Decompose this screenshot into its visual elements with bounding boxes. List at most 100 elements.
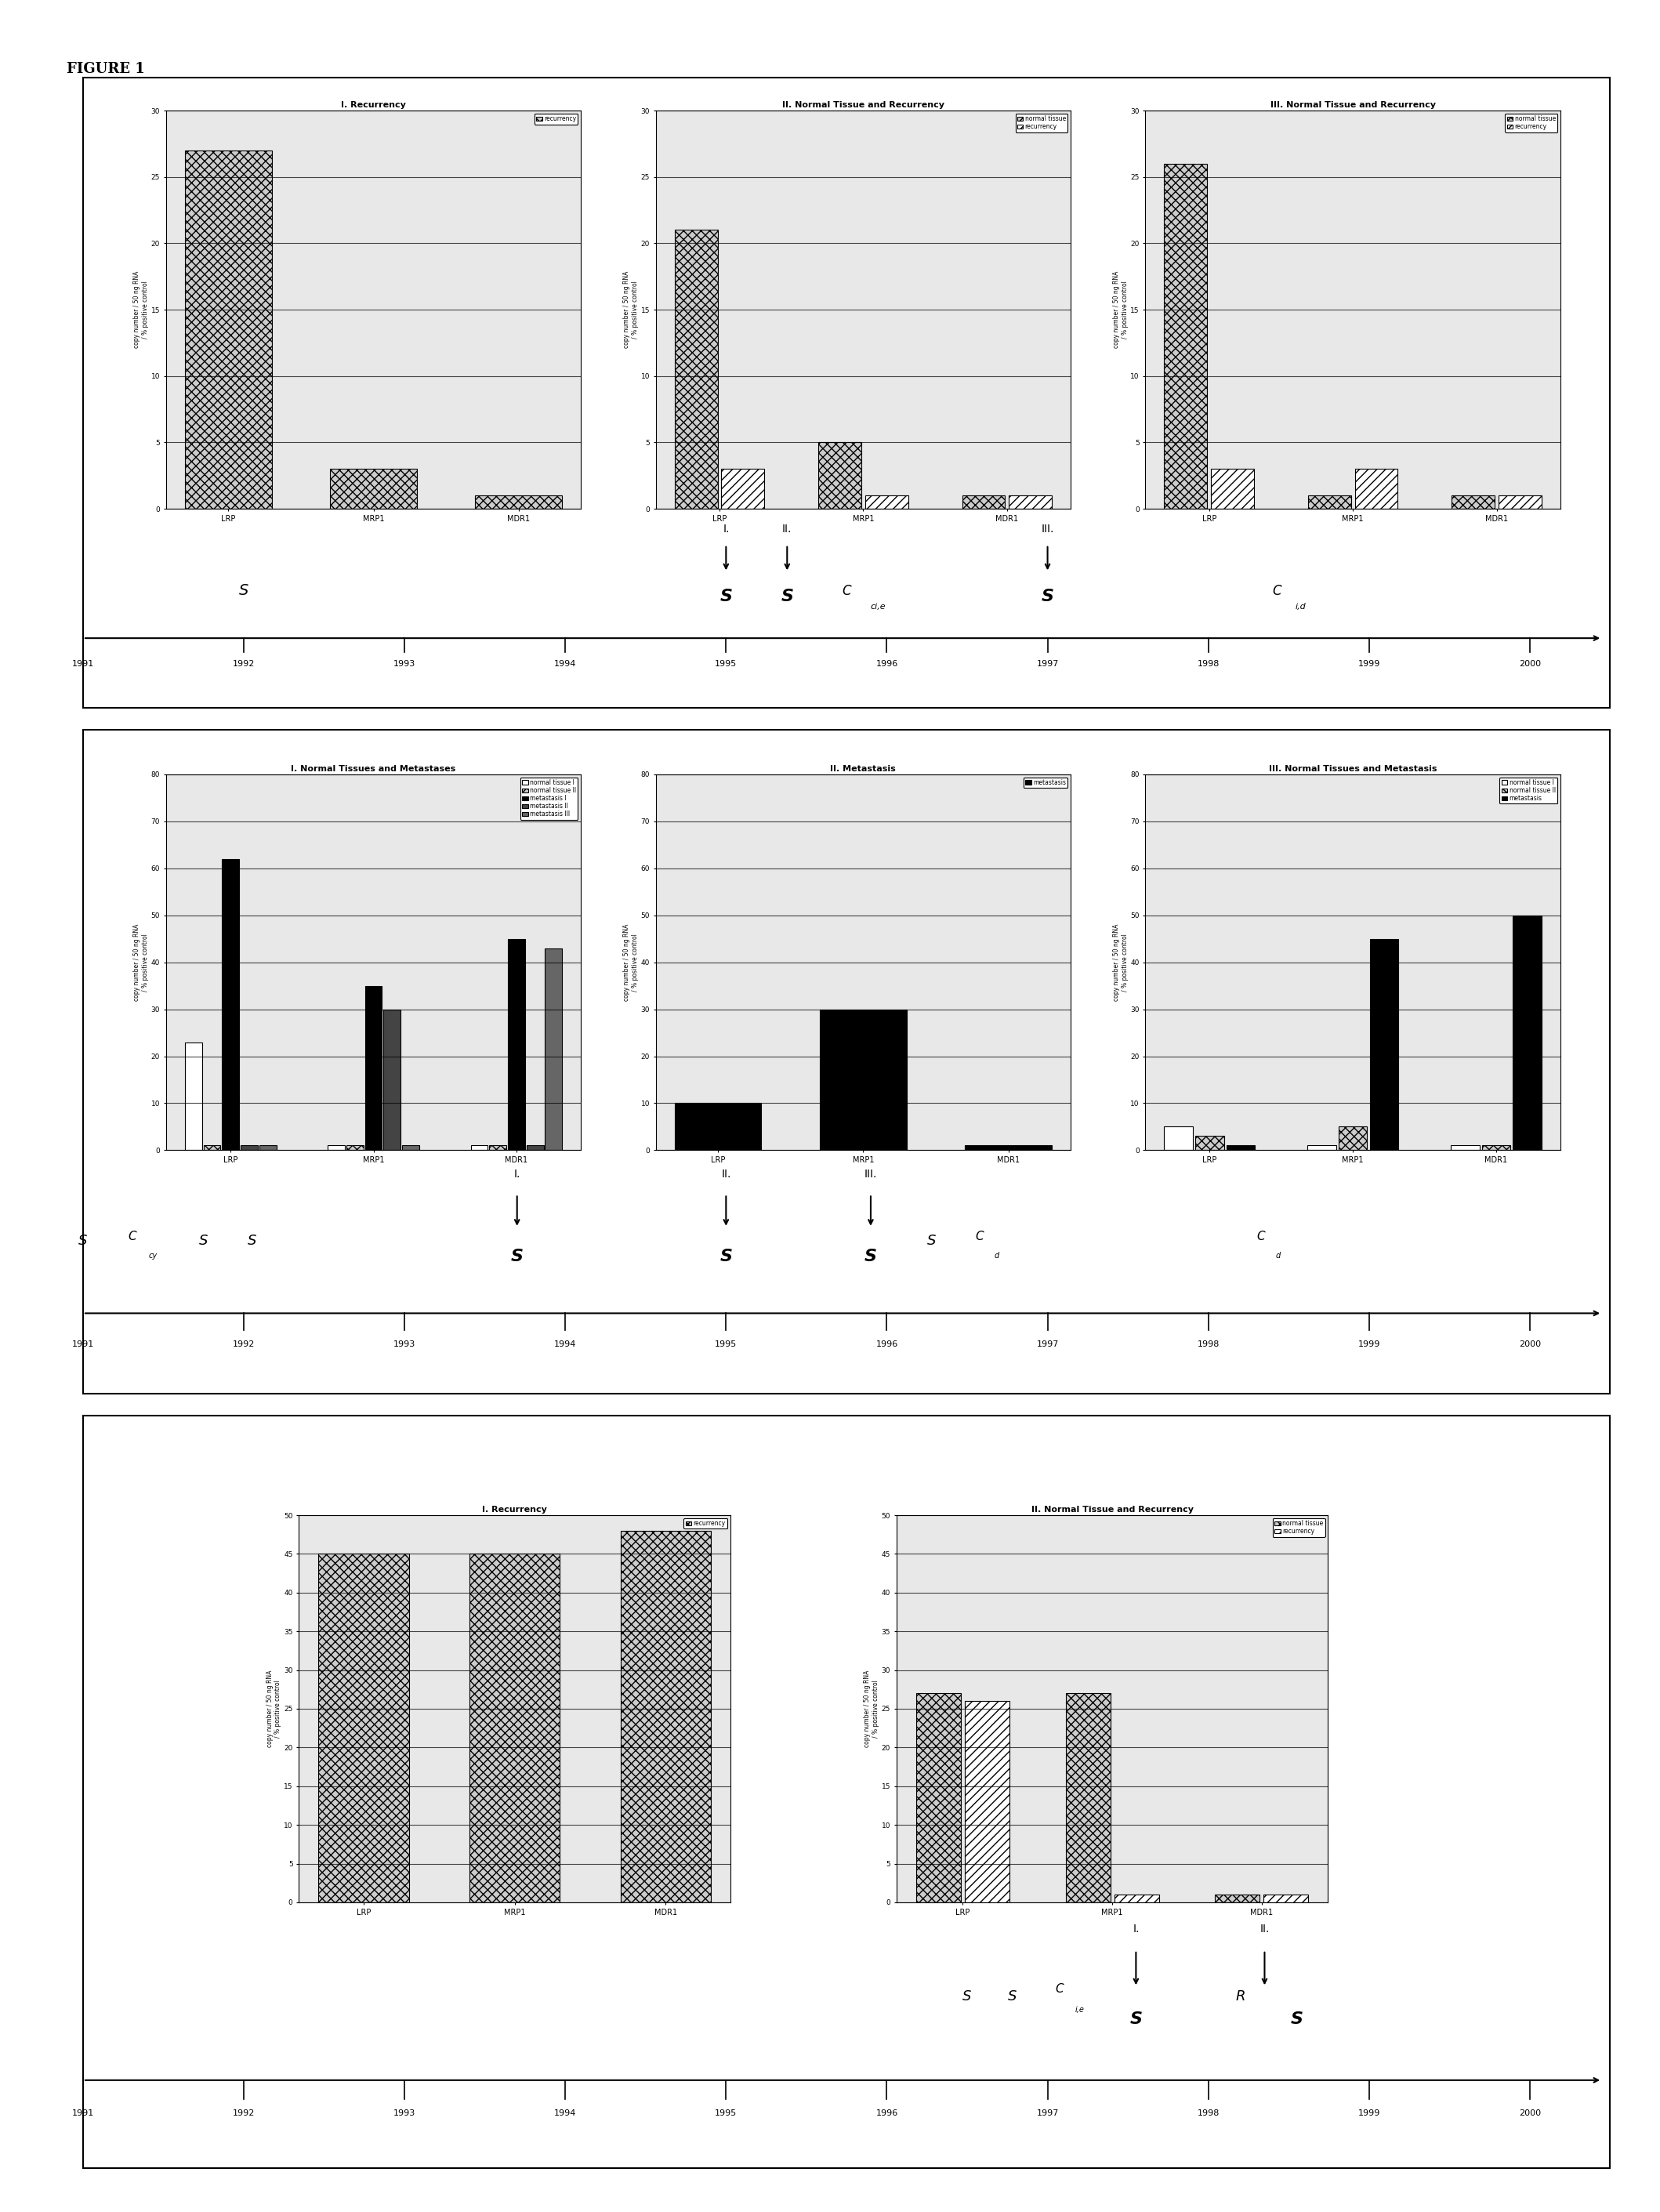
Text: 1994: 1994 <box>554 659 576 668</box>
Text: i,d: i,d <box>1295 602 1306 611</box>
Text: S: S <box>780 588 793 604</box>
Text: I.: I. <box>1132 1922 1139 1933</box>
Y-axis label: copy number / 50 ng RNA
/ % positive control: copy number / 50 ng RNA / % positive con… <box>133 272 149 347</box>
Text: 1995: 1995 <box>715 2110 737 2117</box>
Legend: recurrency: recurrency <box>535 113 578 124</box>
Bar <box>319 1555 408 1902</box>
Text: 1991: 1991 <box>71 2110 95 2117</box>
Text: S: S <box>78 1234 88 1248</box>
Legend: recurrency: recurrency <box>684 1517 727 1528</box>
Legend: normal tissue I, normal tissue II, metastasis I, metastasis II, metastasis III: normal tissue I, normal tissue II, metas… <box>520 776 578 821</box>
Text: S: S <box>1290 2011 1303 2026</box>
Text: 1997: 1997 <box>1036 2110 1059 2117</box>
Title: II. Metastasis: II. Metastasis <box>830 765 896 772</box>
Text: S: S <box>247 1234 256 1248</box>
Text: I.: I. <box>722 524 729 535</box>
Legend: normal tissue, recurrency: normal tissue, recurrency <box>1016 113 1067 133</box>
Bar <box>1114 1893 1159 1902</box>
Bar <box>470 1555 559 1902</box>
Bar <box>327 1146 345 1150</box>
Title: I. Normal Tissues and Metastases: I. Normal Tissues and Metastases <box>290 765 457 772</box>
Text: 1992: 1992 <box>232 2110 256 2117</box>
Bar <box>1512 916 1542 1150</box>
Bar <box>184 1042 203 1150</box>
Legend: normal tissue, recurrency: normal tissue, recurrency <box>1273 1517 1325 1537</box>
Text: II.: II. <box>782 524 792 535</box>
Bar <box>184 150 272 509</box>
Bar <box>1499 495 1542 509</box>
Bar <box>365 987 382 1150</box>
Bar <box>621 1531 710 1902</box>
Text: 1996: 1996 <box>876 659 898 668</box>
Text: d: d <box>1277 1252 1282 1259</box>
Text: S: S <box>963 1989 971 2004</box>
Bar <box>820 1009 906 1150</box>
Text: S: S <box>511 1250 523 1265</box>
Text: S: S <box>239 584 249 597</box>
Text: C: C <box>1056 1984 1064 1995</box>
Text: 2000: 2000 <box>1519 2110 1540 2117</box>
Bar <box>222 858 239 1150</box>
Bar <box>1195 1137 1223 1150</box>
Text: 1995: 1995 <box>715 659 737 668</box>
Bar <box>1355 469 1398 509</box>
Y-axis label: copy number / 50 ng RNA
/ % positive control: copy number / 50 ng RNA / % positive con… <box>1112 272 1129 347</box>
Title: III. Normal Tissues and Metastasis: III. Normal Tissues and Metastasis <box>1268 765 1438 772</box>
Text: d: d <box>994 1252 999 1259</box>
Bar <box>1009 495 1052 509</box>
Text: S: S <box>928 1234 936 1248</box>
Y-axis label: copy number / 50 ng RNA
/ % positive control: copy number / 50 ng RNA / % positive con… <box>863 1670 880 1747</box>
Bar <box>1482 1146 1511 1150</box>
Bar <box>1308 1146 1336 1150</box>
Bar <box>402 1146 420 1150</box>
Bar <box>347 1146 364 1150</box>
Title: II. Normal Tissue and Recurrency: II. Normal Tissue and Recurrency <box>1031 1506 1194 1513</box>
Bar <box>1308 495 1351 509</box>
Text: S: S <box>720 1250 732 1265</box>
Y-axis label: copy number / 50 ng RNA
/ % positive control: copy number / 50 ng RNA / % positive con… <box>622 925 639 1000</box>
Text: C: C <box>974 1230 983 1243</box>
Bar <box>1066 1694 1111 1902</box>
Text: 1993: 1993 <box>393 659 415 668</box>
Bar <box>1452 495 1494 509</box>
Text: II.: II. <box>1260 1922 1270 1933</box>
Bar <box>722 469 764 509</box>
Bar <box>674 1104 762 1150</box>
Y-axis label: copy number / 50 ng RNA
/ % positive control: copy number / 50 ng RNA / % positive con… <box>622 272 639 347</box>
Bar <box>818 442 862 509</box>
Legend: normal tissue, recurrency: normal tissue, recurrency <box>1506 113 1557 133</box>
Text: FIGURE 1: FIGURE 1 <box>66 62 144 75</box>
Bar <box>1164 164 1207 509</box>
Text: 1996: 1996 <box>876 1340 898 1347</box>
Text: 1992: 1992 <box>232 1340 256 1347</box>
Text: 1991: 1991 <box>71 659 95 668</box>
Title: I. Recurrency: I. Recurrency <box>481 1506 548 1513</box>
Text: 1993: 1993 <box>393 2110 415 2117</box>
Bar <box>1227 1146 1255 1150</box>
Text: 1999: 1999 <box>1358 659 1379 668</box>
Text: S: S <box>199 1234 208 1248</box>
Bar <box>475 495 563 509</box>
Legend: normal tissue I, normal tissue II, metastasis: normal tissue I, normal tissue II, metas… <box>1499 776 1557 803</box>
Text: 1999: 1999 <box>1358 2110 1379 2117</box>
Text: 1994: 1994 <box>554 1340 576 1347</box>
Text: 1993: 1993 <box>393 1340 415 1347</box>
Bar <box>1338 1126 1368 1150</box>
Text: 2000: 2000 <box>1519 1340 1540 1347</box>
Bar <box>963 495 1004 509</box>
Text: cy: cy <box>149 1252 158 1259</box>
Bar <box>204 1146 221 1150</box>
Bar <box>508 938 525 1150</box>
Text: II.: II. <box>720 1168 730 1179</box>
Bar <box>241 1146 257 1150</box>
Bar <box>490 1146 506 1150</box>
Text: 1997: 1997 <box>1036 1340 1059 1347</box>
Text: I.: I. <box>513 1168 520 1179</box>
Bar <box>865 495 908 509</box>
Bar <box>1451 1146 1479 1150</box>
Text: i,e: i,e <box>1076 2006 1084 2013</box>
Bar <box>383 1009 400 1150</box>
Bar <box>1215 1893 1260 1902</box>
Text: 1991: 1991 <box>71 1340 95 1347</box>
Bar <box>330 469 417 509</box>
